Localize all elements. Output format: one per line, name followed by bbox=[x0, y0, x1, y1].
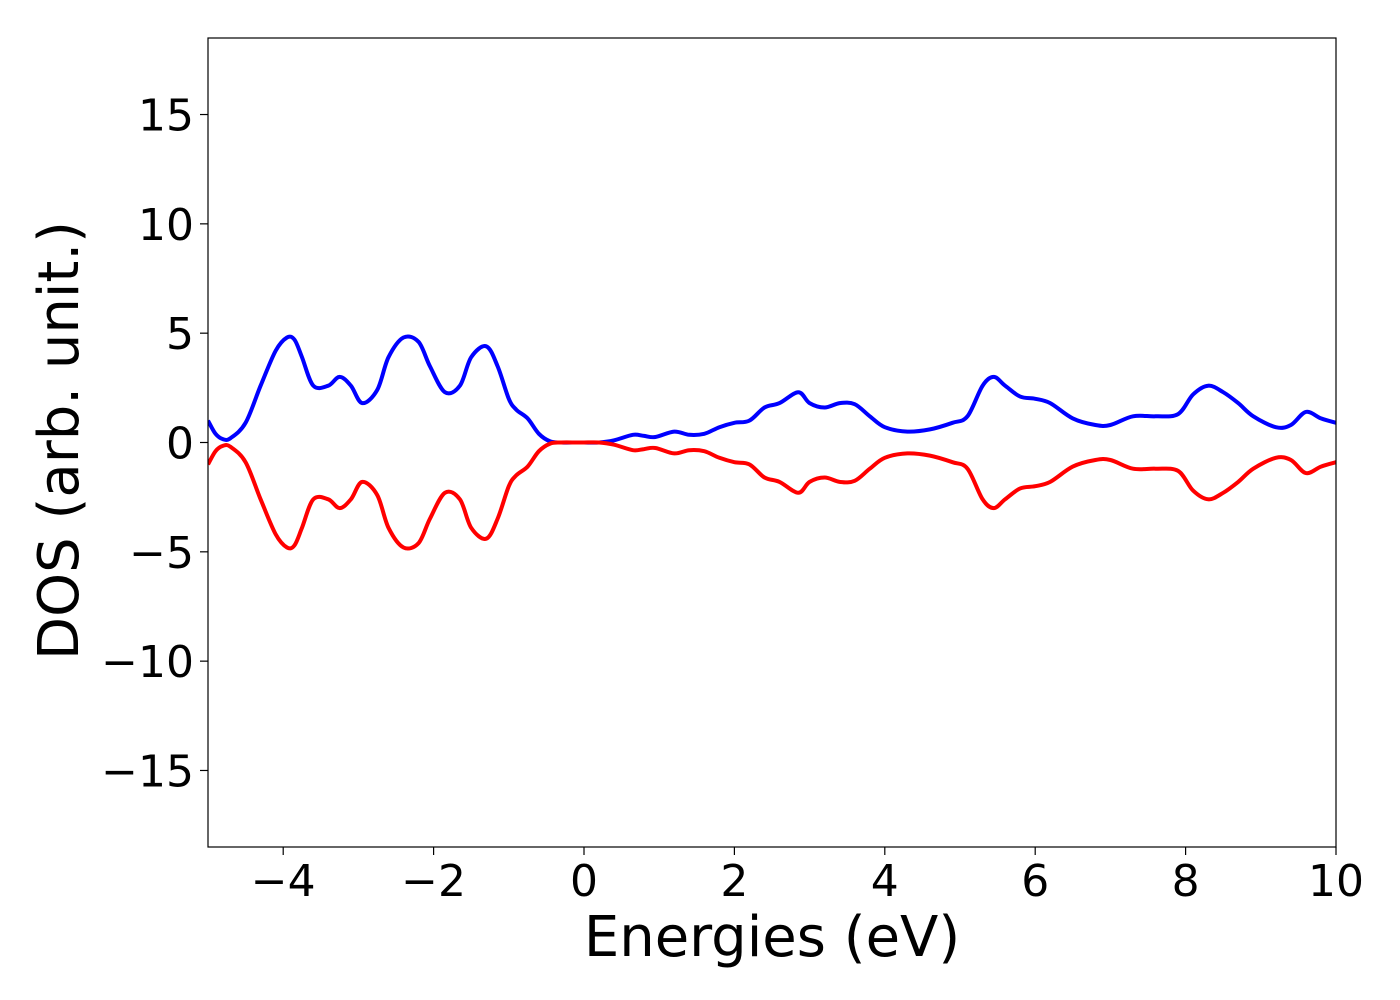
y-tick-label: −15 bbox=[101, 746, 194, 797]
y-tick-label: 0 bbox=[166, 419, 194, 470]
x-tick-label: 8 bbox=[1172, 856, 1200, 907]
y-axis-ticks: 15 10 5 0 −5 −10 −15 bbox=[101, 91, 208, 797]
x-tick-label: 10 bbox=[1308, 856, 1364, 907]
plot-lines bbox=[208, 334, 1336, 551]
plot-frame bbox=[207, 37, 1337, 848]
x-tick-label: 0 bbox=[570, 856, 598, 907]
y-tick-label: 15 bbox=[138, 91, 194, 142]
series-line-red bbox=[208, 440, 1336, 551]
x-tick-label: 6 bbox=[1021, 856, 1049, 907]
x-tick-label: 4 bbox=[871, 856, 899, 907]
y-tick-label: 5 bbox=[166, 309, 194, 360]
series-line-blue bbox=[208, 334, 1336, 445]
x-axis-ticks: −4 −2 0 2 4 6 8 10 bbox=[251, 847, 1364, 907]
x-tick-label: −2 bbox=[401, 856, 466, 907]
y-tick-label: −5 bbox=[129, 528, 194, 579]
x-tick-label: 2 bbox=[720, 856, 748, 907]
x-axis-label: Energies (eV) bbox=[584, 905, 960, 970]
y-axis-label: DOS (arb. unit.) bbox=[27, 221, 92, 660]
y-tick-label: 10 bbox=[138, 200, 194, 251]
y-tick-label: −10 bbox=[101, 637, 194, 688]
x-tick-label: −4 bbox=[251, 856, 316, 907]
